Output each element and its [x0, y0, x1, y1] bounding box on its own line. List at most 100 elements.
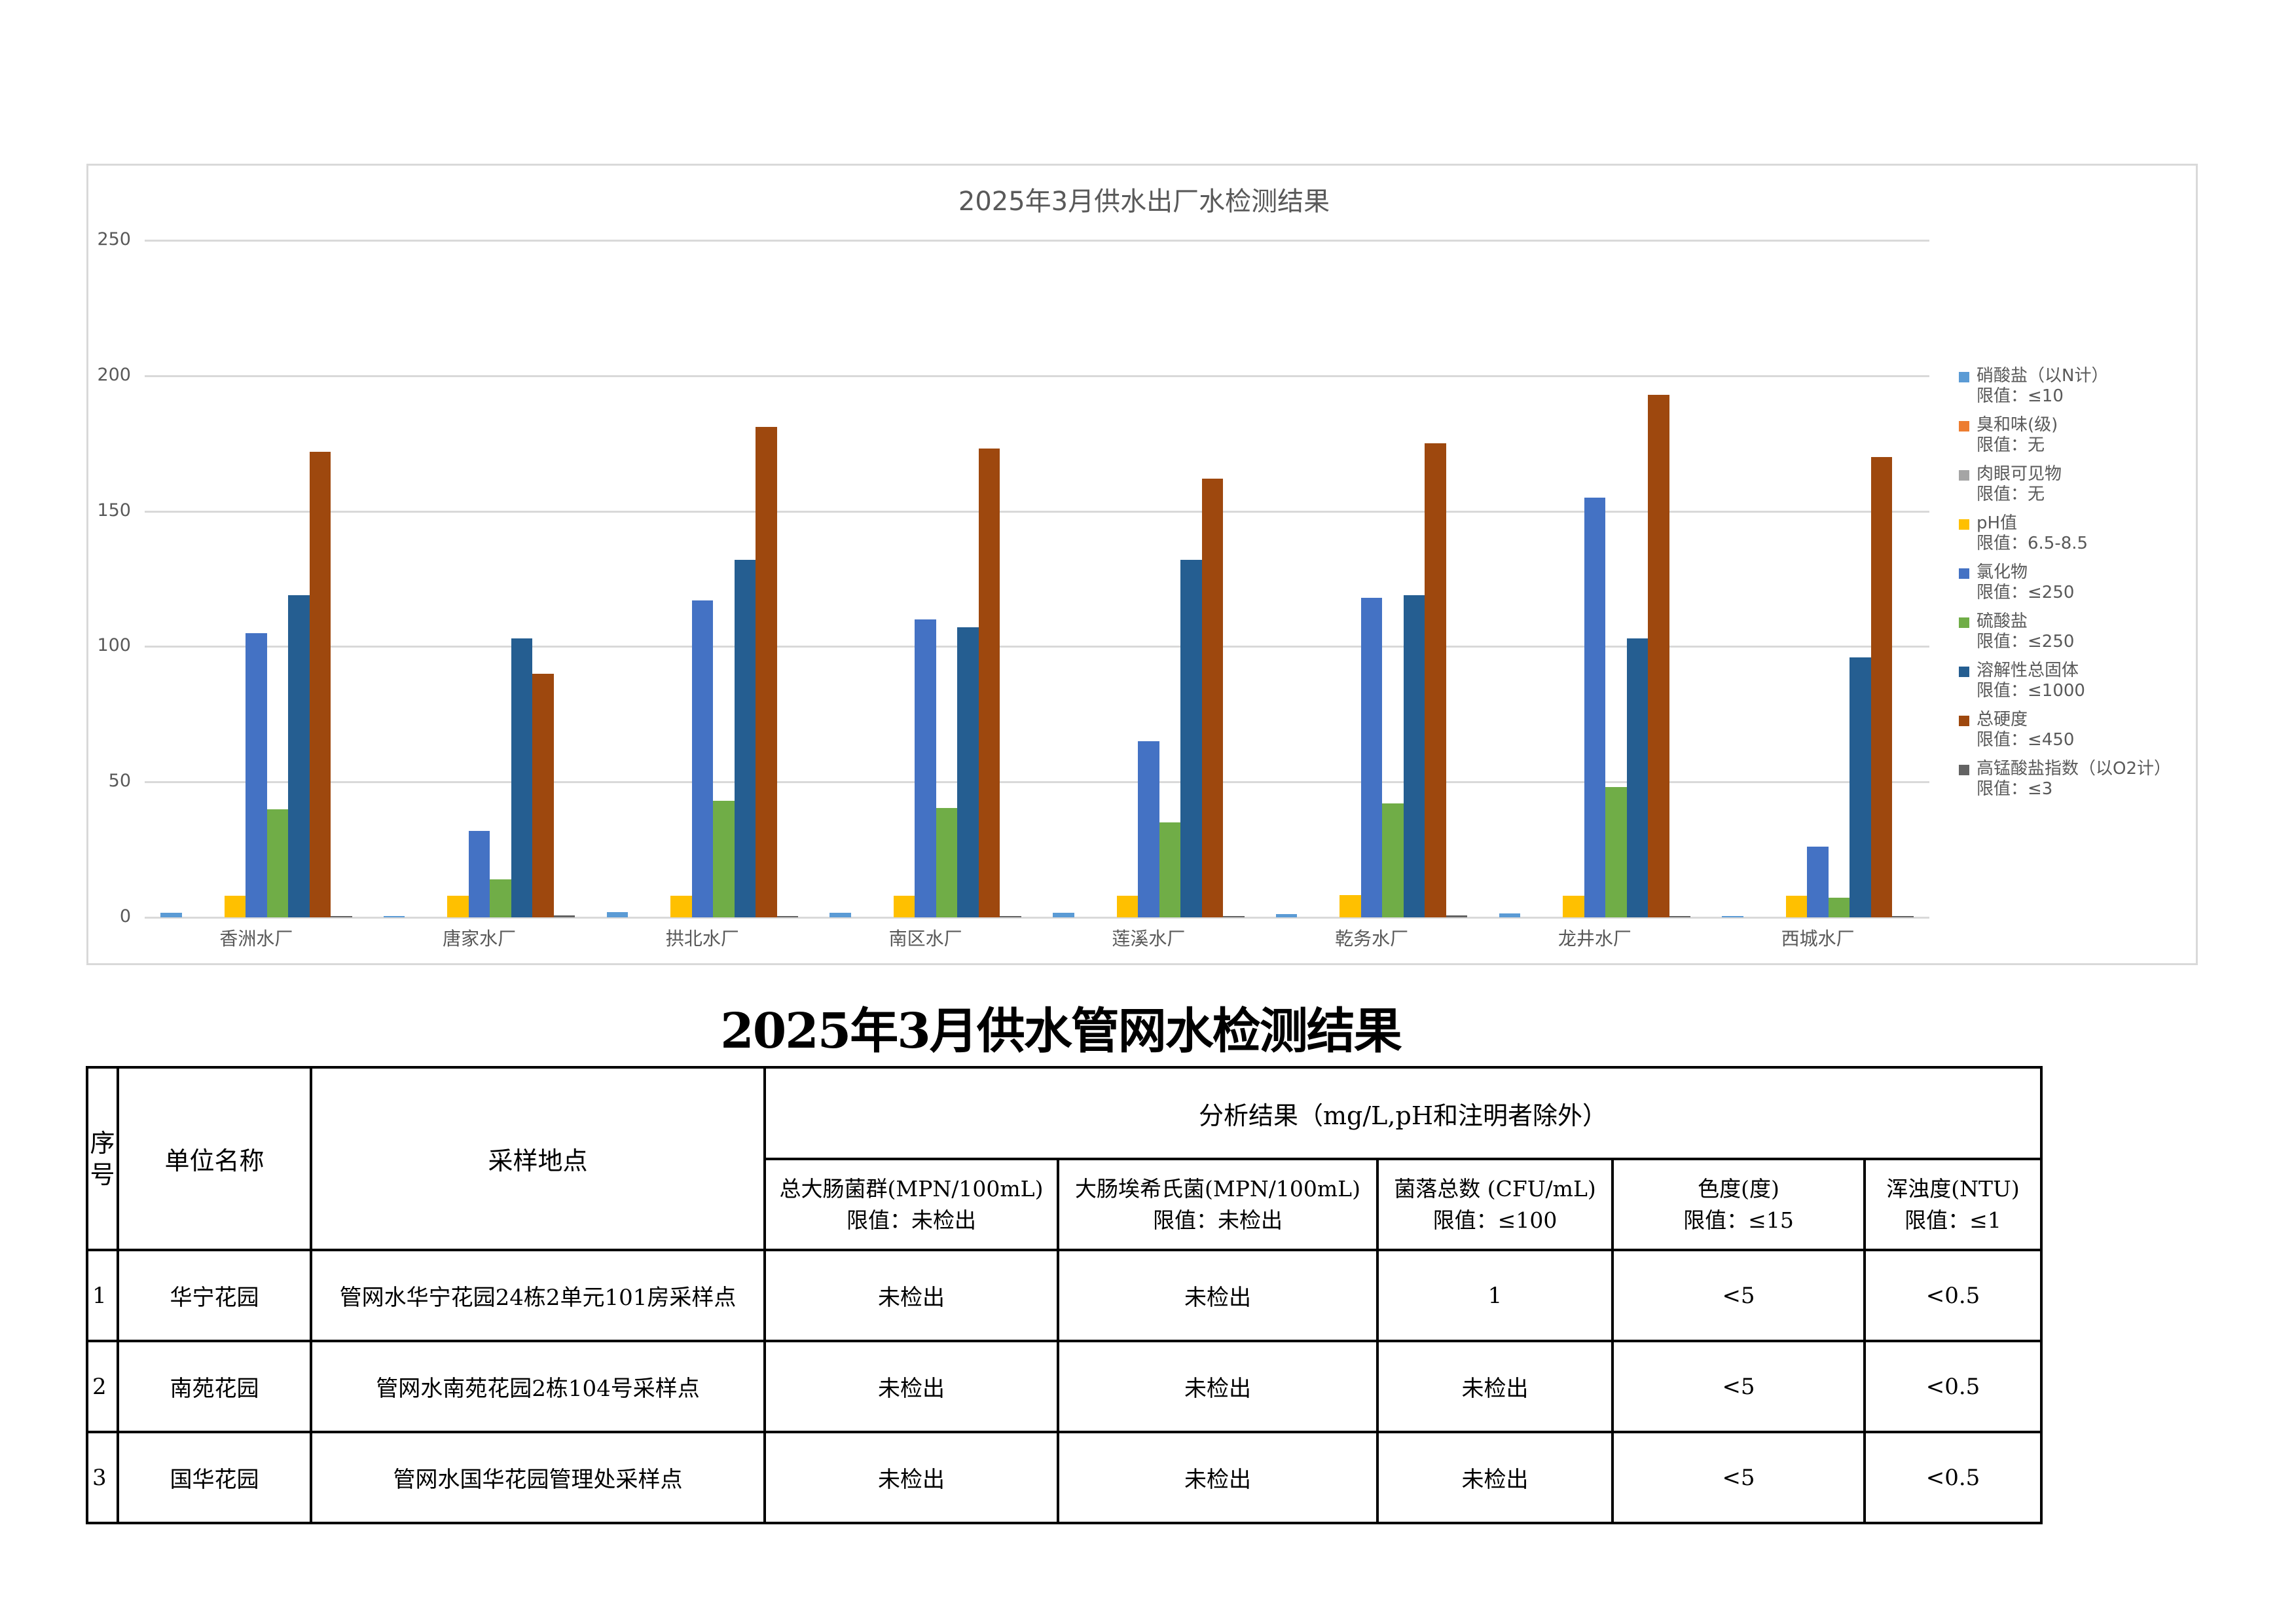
- legend-label: 溶解性总固体: [1977, 661, 2079, 680]
- legend-limit: 限值：≤250: [1977, 583, 2075, 602]
- column-header: 浑浊度(NTU) 限值：≤1: [1863, 1158, 2043, 1251]
- bar: [1201, 478, 1224, 917]
- bar: [957, 627, 979, 917]
- y-tick-label: 100: [97, 635, 131, 656]
- bar: [1722, 916, 1743, 917]
- bar: [670, 896, 692, 917]
- legend-label: 肉眼可见物: [1977, 464, 2062, 484]
- gridline: [145, 917, 1929, 919]
- row-site: 管网水华宁花园24栋2单元101房采样点: [310, 1249, 766, 1342]
- row-value: 未检出: [1376, 1431, 1614, 1524]
- x-tick-label: 龙井水厂: [1558, 928, 1631, 949]
- legend-limit: 限值：≤10: [1977, 386, 2064, 406]
- bar: [691, 600, 714, 917]
- y-tick-label: 200: [97, 364, 131, 385]
- gridline: [145, 781, 1929, 784]
- row-value: 未检出: [763, 1431, 1059, 1524]
- bar: [756, 427, 777, 917]
- row-value: <5: [1611, 1431, 1866, 1524]
- bar: [713, 801, 735, 917]
- bar: [331, 915, 352, 917]
- gridline: [145, 646, 1929, 648]
- column-limit: 限值：未检出: [847, 1207, 976, 1233]
- x-tick-label: 乾务水厂: [1335, 928, 1409, 949]
- row-seq: 2: [86, 1340, 119, 1433]
- bar: [1626, 638, 1649, 917]
- column-name: 色度(度): [1698, 1175, 1779, 1202]
- legend-limit: 限值：无: [1977, 485, 2045, 504]
- y-tick-label: 50: [108, 771, 131, 792]
- row-site: 管网水国华花园管理处采样点: [310, 1431, 766, 1524]
- column-name: 菌落总数 (CFU/mL): [1394, 1175, 1596, 1202]
- bar: [1584, 497, 1606, 917]
- bar: [1159, 822, 1181, 917]
- legend-label: 臭和味(级): [1977, 415, 2058, 435]
- bar: [1053, 912, 1074, 917]
- column-limit: 限值：≤100: [1432, 1207, 1558, 1233]
- bar: [1850, 657, 1871, 917]
- bar: [309, 451, 331, 917]
- legend-limit: 限值：≤450: [1977, 730, 2075, 750]
- column-header: 色度(度) 限值：≤15: [1611, 1158, 1866, 1251]
- legend-swatch-icon: [1959, 519, 1969, 530]
- bar: [1605, 787, 1627, 917]
- x-tick-label: 南区水厂: [888, 928, 962, 949]
- bar: [490, 879, 511, 917]
- row-value: <5: [1611, 1249, 1866, 1342]
- bar: [160, 912, 182, 917]
- legend-swatch-icon: [1959, 617, 1969, 628]
- bar: [1563, 895, 1584, 917]
- bar: [1275, 914, 1298, 917]
- legend-label: 总硬度: [1977, 710, 2028, 729]
- row-unit: 南苑花园: [117, 1340, 312, 1433]
- table-title: 2025年3月供水管网水检测结果: [720, 1003, 1402, 1059]
- column-header: 大肠埃希氏菌(MPN/100mL) 限值：未检出: [1057, 1158, 1379, 1251]
- bar: [606, 911, 629, 917]
- legend-label: 氯化物: [1977, 562, 2028, 582]
- y-tick-label: 250: [97, 229, 131, 249]
- row-seq: 1: [86, 1249, 119, 1342]
- y-tick-label: 0: [119, 906, 131, 927]
- chart-title: 2025年3月供水出厂水检测结果: [958, 187, 1330, 217]
- column-name: 大肠埃希氏菌(MPN/100mL): [1075, 1175, 1360, 1202]
- y-tick-label: 150: [97, 500, 131, 521]
- results-table: 序号 单位名称 采样地点 分析结果（mg/L,pH和注明者除外） 总大肠菌群(M…: [86, 1066, 2043, 1524]
- legend-limit: 限值：≤3: [1977, 779, 2053, 799]
- row-value: <0.5: [1863, 1249, 2043, 1342]
- row-value: 未检出: [1057, 1431, 1379, 1524]
- bar: [936, 807, 958, 917]
- x-tick-label: 西城水厂: [1781, 928, 1855, 949]
- row-value: 未检出: [1057, 1340, 1379, 1433]
- bar: [978, 449, 1000, 917]
- x-tick-label: 唐家水厂: [443, 928, 517, 949]
- row-site: 管网水南苑花园2栋104号采样点: [310, 1340, 766, 1433]
- bar: [1669, 915, 1691, 917]
- bar: [829, 912, 851, 917]
- bar: [1403, 595, 1425, 917]
- column-name: 总大肠菌群(MPN/100mL): [779, 1175, 1044, 1202]
- legend-label: 硫酸盐: [1977, 612, 2028, 631]
- legend-swatch-icon: [1959, 421, 1969, 432]
- table-row: 2 南苑花园 管网水南苑花园2栋104号采样点 未检出 未检出 未检出 <5 <0.5: [86, 1340, 2043, 1433]
- bar: [1180, 560, 1202, 917]
- header-seq-label: 序号: [90, 1128, 115, 1189]
- bar: [776, 915, 799, 917]
- bar: [1807, 847, 1829, 917]
- legend-swatch-icon: [1959, 470, 1969, 481]
- gridline: [145, 375, 1929, 377]
- bar: [553, 915, 575, 917]
- table-row: 1 华宁花园 管网水华宁花园24栋2单元101房采样点 未检出 未检出 1 <5 <0.5: [86, 1249, 2043, 1342]
- column-name: 浑浊度(NTU): [1886, 1175, 2020, 1202]
- row-value: 1: [1376, 1249, 1614, 1342]
- bar: [1870, 456, 1893, 917]
- bar: [1116, 896, 1139, 917]
- legend-limit: 限值：6.5-8.5: [1977, 534, 2088, 553]
- bar: [1382, 803, 1404, 917]
- x-tick-label: 莲溪水厂: [1112, 928, 1186, 949]
- bar: [224, 895, 246, 917]
- legend-swatch-icon: [1959, 372, 1969, 382]
- column-limit: 限值：≤1: [1904, 1207, 2001, 1233]
- bar: [266, 809, 289, 917]
- header-site: 采样地点: [310, 1066, 766, 1251]
- legend-label: 高锰酸盐指数（以O2计）: [1977, 759, 2172, 779]
